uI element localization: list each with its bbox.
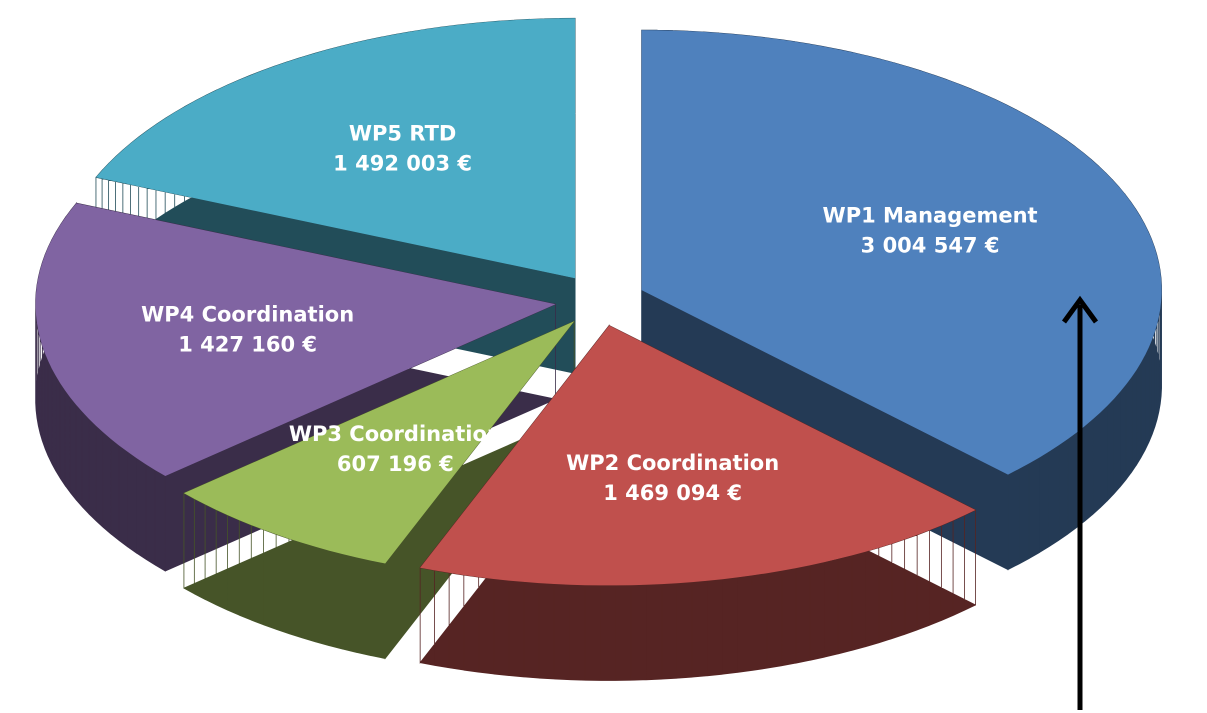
slice-top <box>420 325 976 586</box>
slice-value-label: 1 427 160 € <box>178 332 317 356</box>
pie: WP5 RTD 1 492 003 € WP1 Management 3 004 54… <box>35 17 1162 681</box>
slice: WP4 Coordination 1 427 160 € <box>35 202 556 572</box>
slice: WP3 Coordination 607 196 € <box>183 320 575 660</box>
slice-top <box>96 18 576 279</box>
slice-value-label: 607 196 € <box>337 452 454 476</box>
slice-value-label: 1 492 003 € <box>333 151 472 175</box>
arrow-head <box>1061 295 1099 324</box>
arrow <box>1061 295 1099 710</box>
slice-top <box>641 30 1162 475</box>
slice: WP2 Coordination 1 469 094 € <box>419 324 976 681</box>
slice-label: WP2 Coordination <box>566 451 779 475</box>
slice-label: WP3 Coordination <box>289 422 502 446</box>
slice-label: WP1 Management <box>823 204 1038 228</box>
slice-value-label: 1 469 094 € <box>603 481 742 505</box>
slice-value-label: 3 004 547 € <box>861 234 1000 258</box>
slice-top <box>183 321 575 564</box>
slice-label: WP5 RTD <box>349 121 456 145</box>
slice-label: WP4 Coordination <box>141 302 354 326</box>
slice-top <box>35 203 556 476</box>
